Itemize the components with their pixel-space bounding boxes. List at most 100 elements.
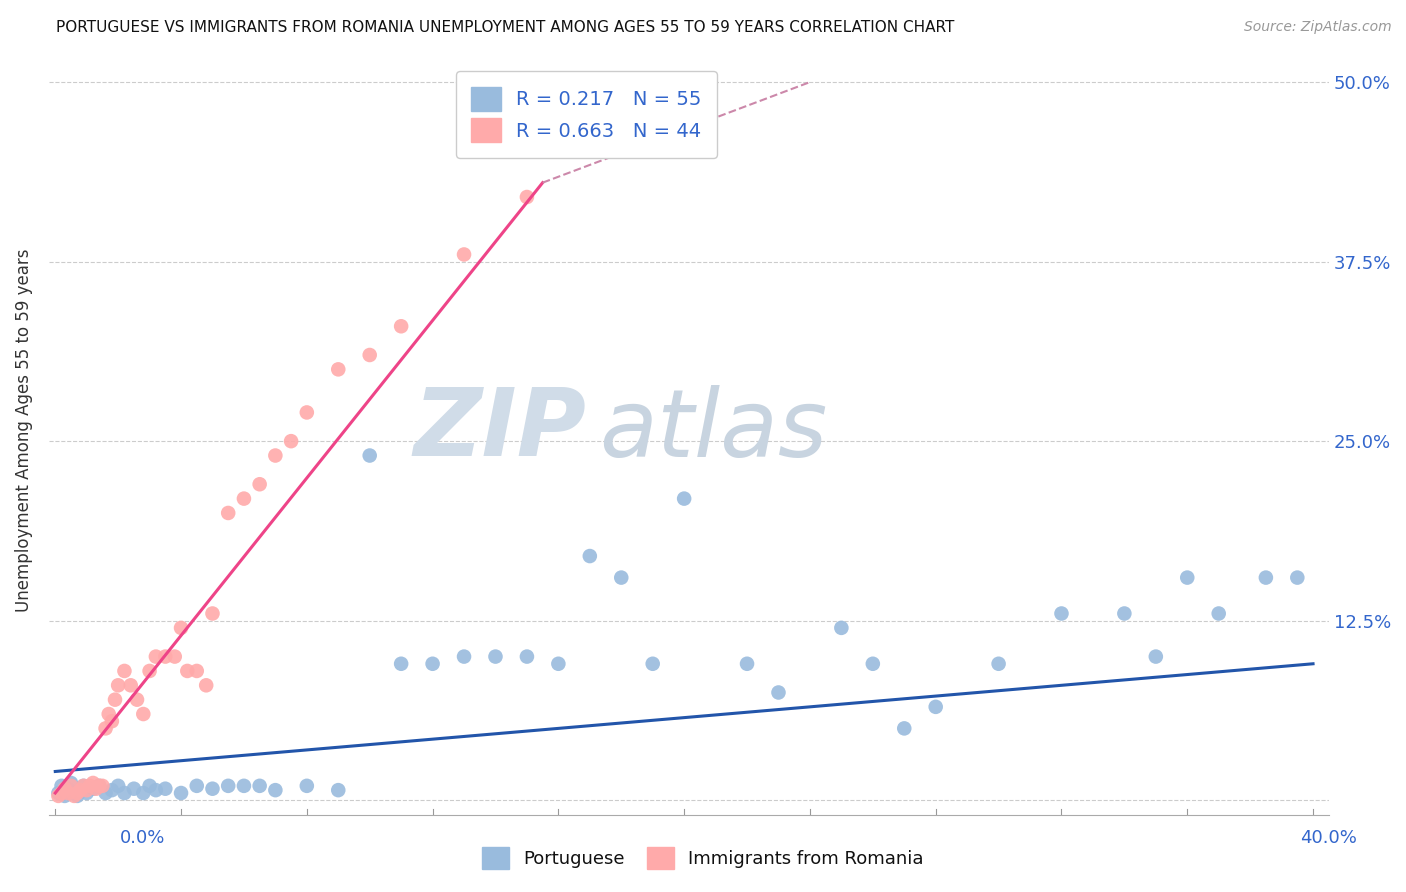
Point — [66, 789, 89, 803]
Point — [170, 621, 193, 635]
Point — [186, 664, 208, 678]
Point — [56, 781, 79, 796]
Y-axis label: Unemployment Among Ages 55 to 59 years: Unemployment Among Ages 55 to 59 years — [15, 249, 32, 612]
Point — [51, 779, 73, 793]
Point — [830, 621, 852, 635]
Point — [155, 649, 177, 664]
Point — [547, 657, 569, 671]
Point — [673, 491, 696, 506]
Point — [768, 685, 790, 699]
Point — [249, 477, 271, 491]
Point — [359, 449, 381, 463]
Point — [101, 783, 124, 797]
Point — [114, 664, 136, 678]
Point — [51, 786, 73, 800]
Point — [104, 692, 127, 706]
Point — [107, 678, 129, 692]
Point — [1114, 607, 1136, 621]
Point — [145, 649, 167, 664]
Point — [232, 491, 254, 506]
Point — [76, 786, 98, 800]
Point — [987, 657, 1010, 671]
Legend: Portuguese, Immigrants from Romania: Portuguese, Immigrants from Romania — [475, 839, 931, 876]
Point — [107, 779, 129, 793]
Point — [1050, 607, 1073, 621]
Point — [145, 783, 167, 797]
Point — [101, 714, 124, 729]
Point — [138, 664, 160, 678]
Point — [155, 781, 177, 796]
Point — [195, 678, 218, 692]
Point — [201, 781, 224, 796]
Point — [69, 783, 91, 797]
Text: 40.0%: 40.0% — [1301, 829, 1357, 847]
Point — [66, 786, 89, 800]
Point — [89, 779, 111, 793]
Point — [48, 789, 70, 803]
Point — [201, 607, 224, 621]
Point — [186, 779, 208, 793]
Point — [925, 699, 948, 714]
Text: PORTUGUESE VS IMMIGRANTS FROM ROMANIA UNEMPLOYMENT AMONG AGES 55 TO 59 YEARS COR: PORTUGUESE VS IMMIGRANTS FROM ROMANIA UN… — [56, 20, 955, 35]
Point — [328, 362, 350, 376]
Point — [89, 779, 111, 793]
Point — [69, 783, 91, 797]
Point — [1175, 571, 1198, 585]
Point — [453, 649, 475, 664]
Point — [264, 449, 287, 463]
Text: 0.0%: 0.0% — [120, 829, 165, 847]
Point — [138, 779, 160, 793]
Point — [735, 657, 758, 671]
Point — [217, 779, 239, 793]
Point — [122, 781, 145, 796]
Point — [249, 779, 271, 793]
Point — [264, 783, 287, 797]
Point — [94, 722, 117, 736]
Point — [295, 779, 318, 793]
Point — [232, 779, 254, 793]
Point — [893, 722, 915, 736]
Point — [114, 786, 136, 800]
Point — [1286, 571, 1309, 585]
Point — [422, 657, 444, 671]
Point — [516, 649, 538, 664]
Point — [72, 779, 94, 793]
Point — [63, 786, 86, 800]
Point — [1208, 607, 1230, 621]
Point — [53, 781, 76, 796]
Point — [280, 434, 302, 449]
Point — [59, 779, 82, 793]
Point — [295, 405, 318, 419]
Point — [82, 776, 104, 790]
Point — [59, 776, 82, 790]
Point — [484, 649, 506, 664]
Text: atlas: atlas — [599, 384, 828, 476]
Point — [82, 781, 104, 796]
Point — [125, 692, 148, 706]
Point — [217, 506, 239, 520]
Point — [359, 348, 381, 362]
Point — [56, 786, 79, 800]
Point — [328, 783, 350, 797]
Point — [132, 786, 155, 800]
Point — [453, 247, 475, 261]
Text: ZIP: ZIP — [413, 384, 586, 476]
Point — [132, 706, 155, 721]
Legend: R = 0.217   N = 55, R = 0.663   N = 44: R = 0.217 N = 55, R = 0.663 N = 44 — [456, 71, 717, 158]
Point — [97, 706, 120, 721]
Point — [48, 786, 70, 800]
Point — [91, 779, 114, 793]
Point — [79, 779, 101, 793]
Point — [862, 657, 884, 671]
Point — [1144, 649, 1167, 664]
Point — [170, 786, 193, 800]
Point — [176, 664, 198, 678]
Point — [389, 319, 412, 334]
Point — [516, 190, 538, 204]
Point — [72, 779, 94, 793]
Point — [63, 789, 86, 803]
Point — [53, 789, 76, 803]
Point — [163, 649, 186, 664]
Point — [610, 571, 633, 585]
Point — [94, 786, 117, 800]
